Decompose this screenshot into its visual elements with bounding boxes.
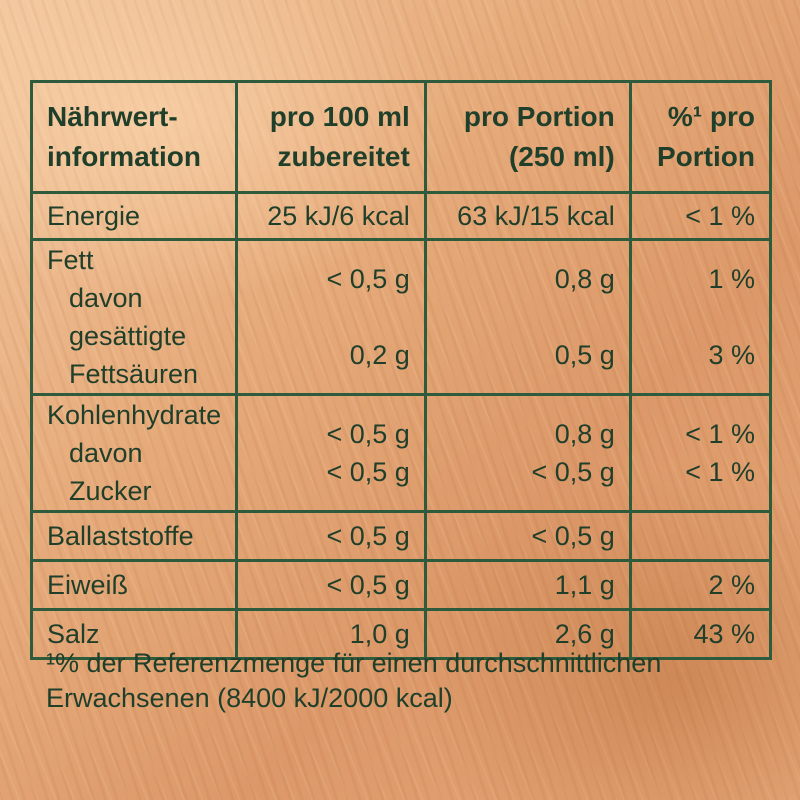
cell-value: 1 % <box>708 264 755 294</box>
value-per-portion: 1,1 g <box>423 559 632 611</box>
cell-value: 0,8 g <box>554 419 615 449</box>
row-label-salt: Salz <box>29 608 239 660</box>
value-percent <box>628 510 773 562</box>
cell-value: 63 kJ/15 kcal <box>457 201 615 231</box>
value-percent: < 1 % <box>628 191 773 241</box>
header-nutrition-info: Nährwert- information <box>29 80 239 194</box>
cell-value: < 0,5 g <box>326 419 410 449</box>
row-label-carbohydrates: Kohlenhydrate davon Zucker <box>29 393 239 513</box>
table-row: Ballaststoffe < 0,5 g < 0,5 g <box>29 510 773 562</box>
row-sublabel: Fettsäuren <box>69 359 199 389</box>
cell-value: < 0,5 g <box>326 457 410 487</box>
cell-value: < 1 % <box>685 201 755 231</box>
value-per-100: 25 kJ/6 kcal <box>235 191 427 241</box>
cell-value: < 0,5 g <box>326 570 410 600</box>
cell-value: < 0,5 g <box>531 521 615 551</box>
value-percent: 2 % <box>628 559 773 611</box>
header-percent-portion: %¹ pro Portion <box>628 80 773 194</box>
header-per-portion: pro Portion (250 ml) <box>423 80 632 194</box>
table-row: Eiweiß < 0,5 g 1,1 g 2 % <box>29 559 773 611</box>
cell-value: < 1 % <box>685 457 755 487</box>
value-per-portion: 0,8 g < 0,5 g <box>423 393 632 513</box>
row-label: Eiweiß <box>47 570 129 600</box>
row-label: Salz <box>47 619 100 649</box>
header-line: Portion <box>657 141 755 172</box>
value-per-portion: < 0,5 g <box>423 510 632 562</box>
header-line: pro Portion <box>463 101 615 132</box>
cell-value: < 0,5 g <box>531 457 615 487</box>
header-line: %¹ pro <box>667 101 755 132</box>
value-per-portion: 0,8 g 0,5 g <box>423 238 632 396</box>
value-per-portion: 63 kJ/15 kcal <box>423 191 632 241</box>
header-line: information <box>47 141 201 172</box>
cell-value: 3 % <box>708 340 755 370</box>
header-line: Nährwert- <box>47 101 178 132</box>
cell-value: 1,1 g <box>554 570 615 600</box>
cell-value: 0,2 g <box>349 340 410 370</box>
cell-value: < 1 % <box>685 419 755 449</box>
table-header-row: Nährwert- information pro 100 ml zuberei… <box>29 80 773 194</box>
table-row: Energie 25 kJ/6 kcal 63 kJ/15 kcal < 1 % <box>29 191 773 241</box>
value-per-100: 1,0 g <box>235 608 427 660</box>
row-label-energy: Energie <box>29 191 239 241</box>
row-sublabel: davon gesättigte <box>69 283 187 351</box>
cell-value: 43 % <box>693 619 755 649</box>
footnote: ¹% der Referenzmenge für einen durchschn… <box>46 646 766 716</box>
row-label-fat: Fett davon gesättigte Fettsäuren <box>29 238 239 396</box>
row-label: Kohlenhydrate <box>47 400 222 430</box>
table-row: Kohlenhydrate davon Zucker < 0,5 g < 0,5… <box>29 393 773 513</box>
row-label: Ballaststoffe <box>47 521 194 551</box>
row-sublabel: davon Zucker <box>69 438 152 506</box>
row-label-protein: Eiweiß <box>29 559 239 611</box>
cell-value: 2,6 g <box>554 619 615 649</box>
header-line: (250 ml) <box>508 141 615 172</box>
row-label: Energie <box>47 201 141 231</box>
cell-value: < 0,5 g <box>326 264 410 294</box>
cell-value: 0,8 g <box>554 264 615 294</box>
value-percent: < 1 % < 1 % <box>628 393 773 513</box>
cell-value: 25 kJ/6 kcal <box>267 201 410 231</box>
value-per-portion: 2,6 g <box>423 608 632 660</box>
cell-value: 1,0 g <box>349 619 410 649</box>
header-line: zubereitet <box>277 141 410 172</box>
value-per-100: < 0,5 g <box>235 559 427 611</box>
value-per-100: < 0,5 g 0,2 g <box>235 238 427 396</box>
row-label: Fett <box>47 245 94 275</box>
row-label-fiber: Ballaststoffe <box>29 510 239 562</box>
footnote-line: Erwachsenen (8400 kJ/2000 kcal) <box>46 683 453 713</box>
value-percent: 1 % 3 % <box>628 238 773 396</box>
cell-value: 2 % <box>708 570 755 600</box>
table-row: Salz 1,0 g 2,6 g 43 % <box>29 608 773 660</box>
table-row: Fett davon gesättigte Fettsäuren < 0,5 g… <box>29 238 773 396</box>
header-per-100ml: pro 100 ml zubereitet <box>235 80 427 194</box>
value-per-100: < 0,5 g <box>235 510 427 562</box>
footnote-line: ¹% der Referenzmenge für einen durchschn… <box>46 648 662 678</box>
value-per-100: < 0,5 g < 0,5 g <box>235 393 427 513</box>
cell-value: < 0,5 g <box>326 521 410 551</box>
header-line: pro 100 ml <box>269 101 410 132</box>
value-percent: 43 % <box>628 608 773 660</box>
cell-value: 0,5 g <box>554 340 615 370</box>
nutrition-table: Nährwert- information pro 100 ml zuberei… <box>29 80 773 660</box>
